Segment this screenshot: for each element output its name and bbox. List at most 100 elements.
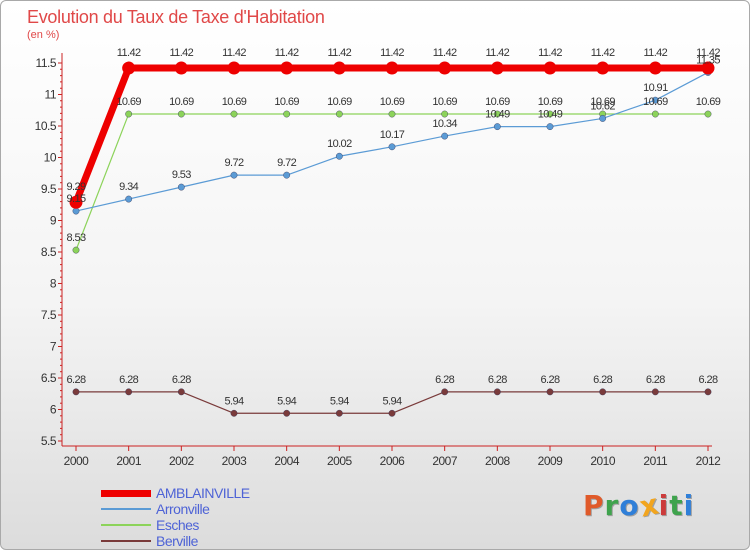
data-label: 11.42 [275, 47, 299, 59]
data-label: 5.94 [382, 395, 401, 407]
data-point [335, 152, 343, 160]
y-tick-label: 11 [45, 88, 57, 102]
data-point [174, 61, 188, 75]
x-tick-label: 2009 [538, 454, 564, 468]
data-point [651, 388, 659, 396]
data-point [335, 110, 343, 118]
data-point [72, 207, 80, 215]
data-label: 11.42 [327, 47, 351, 59]
data-label: 6.28 [488, 374, 507, 386]
data-point [599, 388, 607, 396]
data-point [438, 61, 452, 75]
y-tick-label: 6.5 [41, 371, 57, 385]
data-label: 10.69 [643, 96, 668, 108]
data-point [493, 123, 501, 131]
data-label: 11.42 [485, 47, 509, 59]
data-point [441, 132, 449, 140]
data-label: 10.49 [485, 109, 510, 121]
data-point [701, 61, 715, 75]
data-point [335, 409, 343, 417]
y-tick-label: 8 [50, 277, 57, 291]
data-point [177, 183, 185, 191]
data-label: 11.42 [169, 47, 193, 59]
legend-label: Berville [156, 533, 198, 549]
data-point [388, 110, 396, 118]
data-point [388, 143, 396, 151]
data-point [704, 110, 712, 118]
x-tick-label: 2002 [169, 454, 195, 468]
data-label: 10.34 [432, 118, 457, 130]
data-labels: 6.28 6.28 6.28 5.94 5.94 5.94 5.94 6.28 6.28 6.28… [66, 47, 721, 407]
logo-letter: P [583, 489, 605, 522]
data-point [230, 171, 238, 179]
data-point [441, 388, 449, 396]
data-label: 9.72 [224, 157, 243, 169]
x-tick-label: 2006 [380, 454, 406, 468]
y-tick-label: 5.5 [41, 434, 57, 448]
x-tick-label: 2000 [64, 454, 90, 468]
data-point [546, 123, 554, 131]
data-point [490, 61, 504, 75]
y-tick-label: 11.5 [36, 56, 57, 70]
series-line [75, 71, 709, 212]
legend-swatch [101, 508, 151, 510]
data-label: 11.42 [696, 47, 720, 59]
data-label: 10.02 [327, 138, 352, 150]
data-label: 9.53 [172, 169, 191, 181]
data-label: 11.35 [696, 54, 720, 66]
data-label: 6.28 [698, 374, 717, 386]
data-point [177, 110, 185, 118]
series-amblainville [69, 61, 715, 209]
y-tick-label: 9.5 [41, 182, 57, 196]
data-point [543, 61, 557, 75]
data-label: 6.28 [119, 374, 138, 386]
data-point [651, 110, 659, 118]
data-label: 10.69 [590, 96, 615, 108]
y-tick-label: 6 [50, 403, 57, 417]
logo-letter: r [604, 489, 620, 522]
data-label: 5.94 [277, 395, 296, 407]
data-point [648, 61, 662, 75]
data-label: 8.53 [66, 232, 85, 244]
data-point [177, 388, 185, 396]
data-point [599, 115, 607, 122]
data-point [72, 388, 80, 396]
data-point [283, 110, 291, 118]
x-tick-label: 2004 [274, 454, 300, 468]
data-label: 10.69 [274, 96, 299, 108]
data-point [596, 61, 610, 75]
data-point [122, 61, 136, 75]
data-point [546, 110, 554, 118]
y-tick-label: 9 [50, 214, 57, 228]
series-berville [72, 388, 712, 417]
y-tick-label: 10 [44, 151, 57, 165]
data-label: 10.49 [538, 109, 563, 121]
x-tick-label: 2001 [116, 454, 142, 468]
data-point [388, 409, 396, 417]
logo-letter: i [683, 489, 695, 522]
data-label: 10.69 [432, 96, 457, 108]
chart-axes: 5.5 6 6.5 7 7.5 8 8.5 9 9.5 10 10.5 11 11.5 2000 2001 2… [35, 53, 722, 468]
data-point [283, 171, 291, 179]
data-point [72, 246, 80, 254]
x-tick-label: 2008 [485, 454, 511, 468]
data-point [385, 61, 399, 75]
data-label: 6.28 [435, 374, 454, 386]
data-point [227, 61, 241, 75]
data-label: 5.94 [224, 395, 243, 407]
legend-swatch [101, 524, 151, 526]
data-label: 9.15 [66, 193, 85, 205]
data-point [493, 110, 501, 118]
data-label: 9.29 [66, 181, 85, 193]
data-label: 10.69 [538, 96, 563, 108]
data-label: 6.28 [66, 374, 85, 386]
data-point [230, 409, 238, 417]
data-label: 6.28 [593, 374, 612, 386]
chart-subtitle: (en %) [27, 29, 60, 41]
data-point [125, 110, 133, 118]
data-point [651, 96, 659, 104]
data-label: 11.42 [117, 47, 141, 59]
x-tick-label: 2007 [432, 454, 458, 468]
